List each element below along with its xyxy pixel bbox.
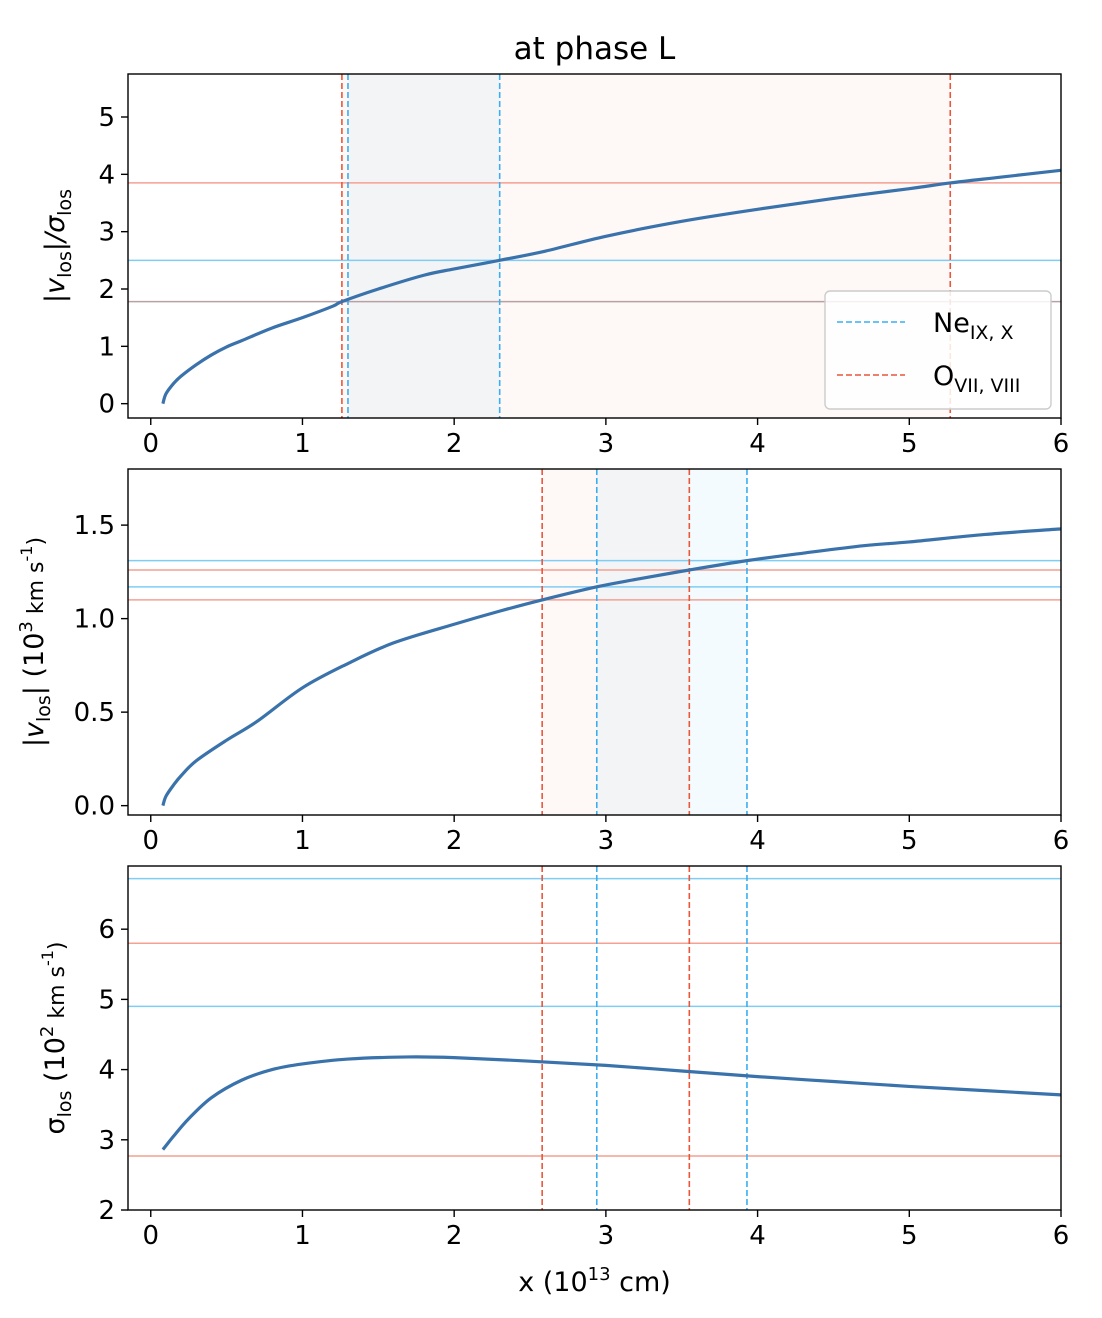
y-tick-label: 1.0 bbox=[74, 605, 115, 635]
x-tick-label: 2 bbox=[446, 1221, 463, 1251]
y-axis-label-tail: km s bbox=[24, 562, 49, 622]
legend-label-sub: IX, X bbox=[970, 322, 1014, 344]
y-axis-label-tail: km s bbox=[45, 966, 70, 1026]
y-axis-label-mid: (10 bbox=[40, 1037, 71, 1090]
x-axis-label: x (1013 cm) bbox=[518, 1264, 671, 1298]
shaded-span-0 bbox=[347, 74, 500, 418]
legend: NeIX, X OVII, VIII bbox=[824, 290, 1052, 410]
x-tick-label: 4 bbox=[749, 826, 766, 856]
x-axis-label-tail: cm) bbox=[611, 1267, 671, 1298]
chart-panel-velocity: 0 1 2 3 4 5 60.00.51.01.5|vlos| (103 km s-1) bbox=[16, 468, 1070, 856]
y-axis-label-end: ) bbox=[45, 941, 70, 950]
x-axis-label-sup: 13 bbox=[588, 1264, 611, 1285]
y-tick-label: 4 bbox=[98, 160, 115, 190]
y-tick-label: 1 bbox=[98, 332, 115, 362]
legend-label-sub: VII, VIII bbox=[954, 375, 1020, 397]
x-tick-label: 6 bbox=[1053, 429, 1070, 459]
legend-box bbox=[824, 290, 1052, 410]
y-axis-label-main: |v bbox=[40, 277, 71, 303]
y-tick-label: 2 bbox=[98, 275, 115, 305]
data-curve bbox=[161, 1055, 1061, 1151]
x-tick-label: 0 bbox=[142, 826, 159, 856]
x-tick-label: 3 bbox=[598, 826, 615, 856]
y-axis-label-sub2: los bbox=[54, 189, 76, 216]
y-axis-label-main: |v bbox=[19, 721, 50, 747]
y-axis-label: σlos (102 km s-1) bbox=[37, 941, 76, 1134]
y-axis-label: |vlos|/σlos bbox=[40, 189, 76, 303]
y-axis-label-sup2: -1 bbox=[17, 546, 36, 562]
y-axis-label-sup: 2 bbox=[37, 1026, 58, 1037]
plot-area bbox=[128, 469, 1061, 815]
data-curve bbox=[161, 168, 1061, 405]
y-tick-label: 3 bbox=[98, 218, 115, 248]
y-axis-label-mid: | (10 bbox=[19, 633, 50, 696]
y-tick-label: 4 bbox=[98, 1056, 115, 1086]
x-axis-label-main: x (10 bbox=[518, 1267, 587, 1298]
y-tick-label: 0.5 bbox=[74, 698, 115, 728]
x-tick-label: 3 bbox=[598, 429, 615, 459]
y-axis-label-sub: los bbox=[33, 695, 55, 722]
legend-label-0: NeIX, X bbox=[933, 308, 1014, 344]
x-tick-label: 4 bbox=[749, 1221, 766, 1251]
shaded-span-1 bbox=[596, 469, 747, 815]
x-tick-label: 6 bbox=[1053, 826, 1070, 856]
x-tick-label: 0 bbox=[142, 429, 159, 459]
x-tick-label: 1 bbox=[294, 826, 311, 856]
x-tick-label: 5 bbox=[901, 429, 918, 459]
y-axis-label-sub: los bbox=[54, 251, 76, 278]
shaded-span-0 bbox=[542, 469, 690, 815]
y-tick-label: 5 bbox=[98, 103, 115, 133]
y-axis-label-sup: 3 bbox=[16, 621, 37, 632]
x-tick-label: 2 bbox=[446, 826, 463, 856]
axes-frame bbox=[127, 865, 1062, 1211]
axes-frame bbox=[127, 468, 1062, 816]
x-tick-label: 5 bbox=[901, 826, 918, 856]
y-tick-label: 0.0 bbox=[74, 792, 115, 822]
data-curve bbox=[161, 527, 1061, 807]
y-tick-label: 3 bbox=[98, 1126, 115, 1156]
y-tick-label: 0 bbox=[98, 390, 115, 420]
y-tick-label: 1.5 bbox=[74, 511, 115, 541]
y-tick-label: 6 bbox=[98, 915, 115, 945]
x-tick-label: 1 bbox=[294, 429, 311, 459]
x-tick-label: 1 bbox=[294, 1221, 311, 1251]
x-tick-label: 5 bbox=[901, 1221, 918, 1251]
y-axis-label-mid: |/σ bbox=[40, 215, 71, 251]
plot-area bbox=[128, 866, 1061, 1210]
x-tick-label: 3 bbox=[598, 1221, 615, 1251]
legend-label-main: Ne bbox=[933, 308, 970, 339]
y-axis-label-main: σ bbox=[40, 1117, 71, 1134]
y-tick-label: 5 bbox=[98, 985, 115, 1015]
y-axis-label-end: ) bbox=[24, 537, 49, 546]
axes-frame bbox=[127, 73, 1062, 419]
x-tick-label: 2 bbox=[446, 429, 463, 459]
y-axis-label-sup2: -1 bbox=[38, 950, 57, 966]
x-tick-label: 0 bbox=[142, 1221, 159, 1251]
x-tick-label: 6 bbox=[1053, 1221, 1070, 1251]
y-tick-label: 2 bbox=[98, 1196, 115, 1226]
x-tick-label: 4 bbox=[749, 429, 766, 459]
chart-title: at phase L bbox=[514, 31, 676, 67]
legend-label-main: O bbox=[933, 361, 954, 392]
legend-label-1: OVII, VIII bbox=[933, 361, 1020, 397]
y-axis-label-sub: los bbox=[54, 1091, 76, 1118]
y-axis-label: |vlos| (103 km s-1) bbox=[16, 537, 55, 747]
